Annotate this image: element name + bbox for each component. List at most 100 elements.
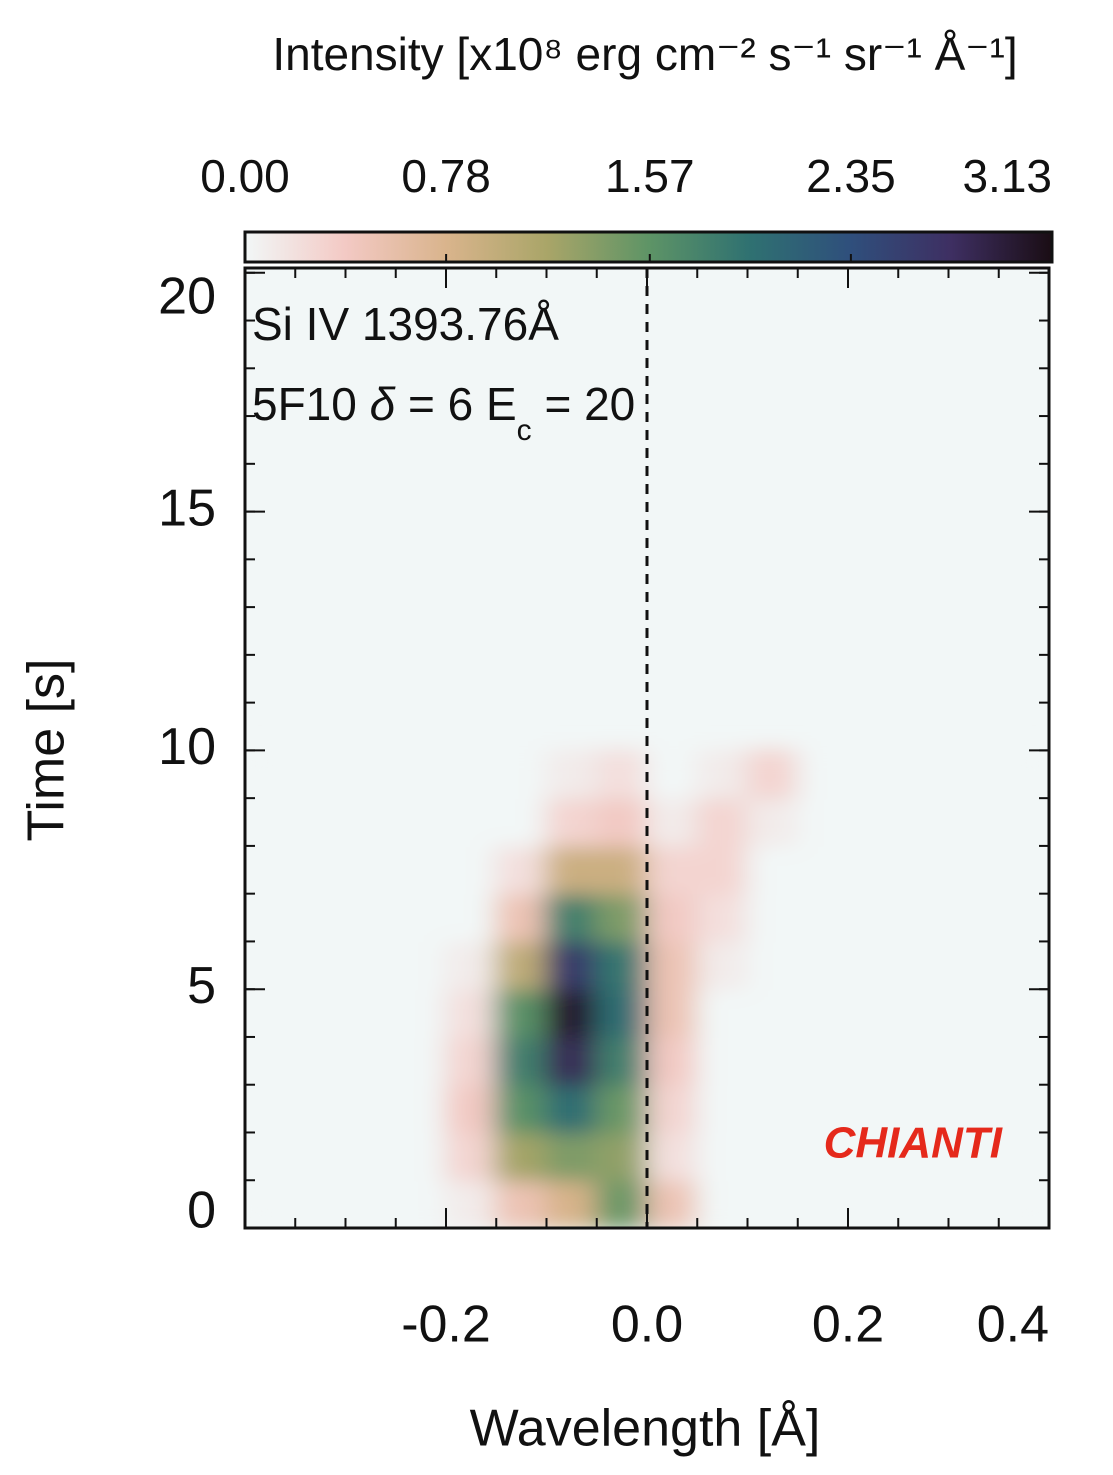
heatmap: [245, 749, 1049, 1228]
heatmap-cell: [294, 844, 347, 895]
heatmap-cell: [495, 1179, 548, 1228]
heatmap-cell: [595, 1179, 648, 1228]
heatmap-cell: [646, 749, 699, 800]
heatmap-cell: [997, 1179, 1049, 1228]
heatmap-cell: [796, 797, 849, 847]
heatmap-cell: [746, 940, 799, 991]
heatmap-cell: [696, 1083, 749, 1134]
heatmap-cell: [394, 1083, 447, 1134]
heatmap-cell: [947, 797, 1000, 847]
heatmap-cell: [445, 844, 498, 895]
heatmap-cell: [595, 844, 648, 895]
heatmap-cell: [847, 892, 900, 943]
heatmap-cell: [646, 844, 699, 895]
heatmap-cell: [344, 1131, 397, 1182]
heatmap-cell: [294, 1179, 347, 1228]
colorbar-tick-label: 0.00: [200, 150, 290, 202]
heatmap-cell: [746, 892, 799, 943]
y-tick-label: 10: [158, 718, 216, 776]
heatmap-cell: [947, 1179, 1000, 1228]
heatmap-cell: [997, 844, 1049, 895]
heatmap-cell: [344, 844, 397, 895]
heatmap-cell: [947, 749, 1000, 800]
heatmap-cell: [245, 1131, 297, 1182]
heatmap-cell: [445, 1179, 498, 1228]
heatmap-cell: [445, 1035, 498, 1086]
heatmap-cell: [394, 1035, 447, 1086]
heatmap-cell: [847, 940, 900, 991]
heatmap-cell: [746, 988, 799, 1038]
heatmap-cell: [796, 940, 849, 991]
heatmap-cell: [495, 844, 548, 895]
heatmap-cell: [394, 844, 447, 895]
heatmap-cell: [445, 1131, 498, 1182]
heatmap-cell: [897, 1035, 950, 1086]
heatmap-cell: [696, 1035, 749, 1086]
heatmap-cell: [796, 844, 849, 895]
heatmap-cell: [545, 988, 598, 1038]
heatmap-cell: [294, 940, 347, 991]
heatmap-cell: [245, 1083, 297, 1134]
x-tick-label: -0.2: [401, 1296, 491, 1354]
heatmap-cell: [595, 892, 648, 943]
heatmap-cells: [245, 749, 1049, 1228]
heatmap-cell: [646, 940, 699, 991]
heatmap-cell: [796, 1083, 849, 1134]
heatmap-cell: [245, 988, 297, 1038]
annotation: 5F10 δ = 6 Ec = 20: [252, 378, 635, 447]
annotation-part: = 6 E: [395, 378, 516, 430]
heatmap-cell: [545, 940, 598, 991]
heatmap-cell: [344, 749, 397, 800]
annotation: Si IV 1393.76Å: [252, 298, 559, 350]
heatmap-cell: [595, 797, 648, 847]
heatmap-cell: [746, 1179, 799, 1228]
heatmap-cell: [847, 1083, 900, 1134]
heatmap-cell: [897, 1179, 950, 1228]
heatmap-cell: [897, 749, 950, 800]
heatmap-cell: [445, 1083, 498, 1134]
heatmap-cell: [847, 1035, 900, 1086]
heatmap-cell: [696, 892, 749, 943]
heatmap-cell: [997, 797, 1049, 847]
heatmap-cell: [997, 749, 1049, 800]
heatmap-cell: [947, 1083, 1000, 1134]
heatmap-cell: [696, 940, 749, 991]
heatmap-cell: [997, 1131, 1049, 1182]
heatmap-cell: [696, 1179, 749, 1228]
heatmap-cell: [796, 1131, 849, 1182]
heatmap-cell: [646, 1035, 699, 1086]
heatmap-cell: [245, 1035, 297, 1086]
heatmap-cell: [545, 1131, 598, 1182]
heatmap-cell: [545, 892, 598, 943]
heatmap-cell: [495, 940, 548, 991]
heatmap-cell: [847, 988, 900, 1038]
heatmap-cell: [796, 1179, 849, 1228]
x-tick-label: 0.0: [611, 1296, 683, 1354]
heatmap-cell: [344, 892, 397, 943]
annotation-part: = 20: [532, 378, 636, 430]
heatmap-cell: [595, 1083, 648, 1134]
heatmap-cell: [595, 1035, 648, 1086]
heatmap-cell: [495, 1083, 548, 1134]
heatmap-cell: [997, 940, 1049, 991]
annotation-part: δ: [370, 378, 396, 430]
heatmap-cell: [997, 1083, 1049, 1134]
heatmap-cell: [796, 749, 849, 800]
y-tick-label: 15: [158, 479, 216, 537]
heatmap-cell: [947, 988, 1000, 1038]
heatmap-cell: [294, 1131, 347, 1182]
heatmap-cell: [847, 844, 900, 895]
heatmap-cell: [646, 988, 699, 1038]
heatmap-cell: [595, 940, 648, 991]
x-tick-label: 0.4: [977, 1296, 1049, 1354]
heatmap-cell: [545, 1035, 598, 1086]
heatmap-cell: [545, 844, 598, 895]
heatmap-cell: [696, 1131, 749, 1182]
heatmap-cell: [344, 1179, 397, 1228]
heatmap-cell: [696, 749, 749, 800]
colorbar-tick-label: 0.78: [401, 150, 491, 202]
heatmap-cell: [646, 1083, 699, 1134]
annotation-part: 5F10: [252, 378, 370, 430]
heatmap-cell: [847, 797, 900, 847]
heatmap-cell: [847, 1131, 900, 1182]
